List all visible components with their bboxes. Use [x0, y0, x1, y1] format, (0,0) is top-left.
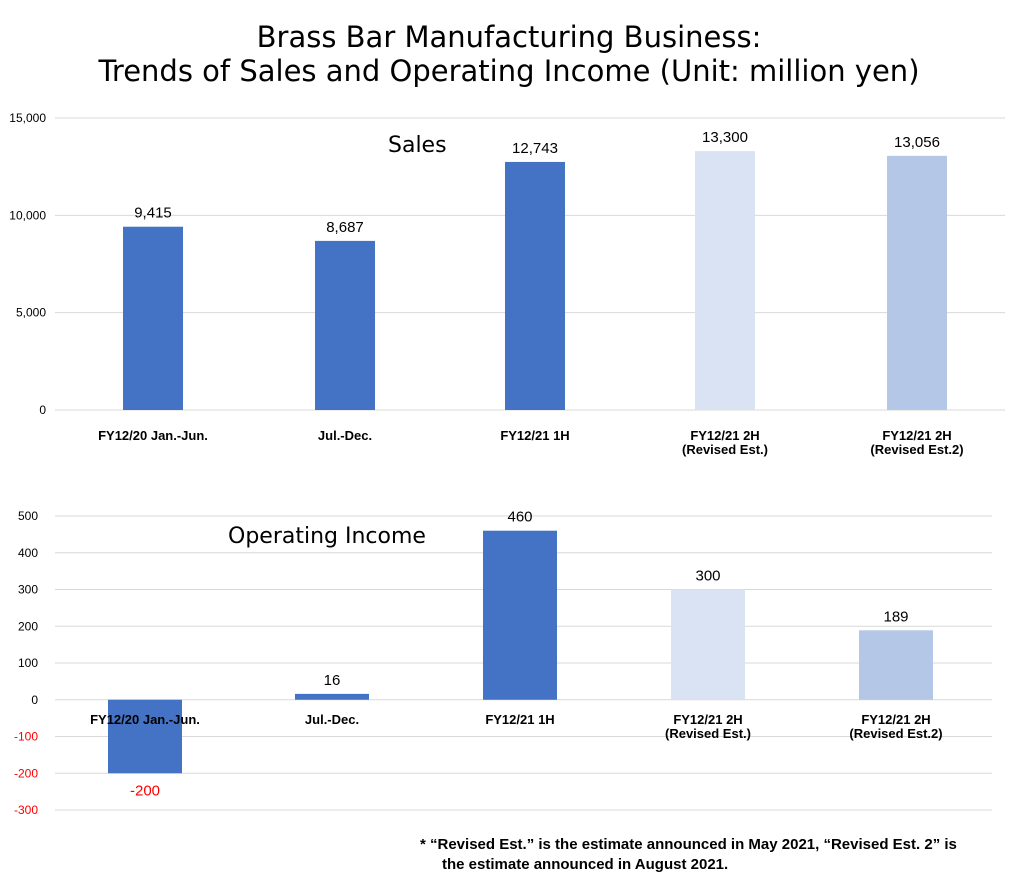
chart2-y-tick-label: -300: [14, 803, 38, 817]
chart2-y-tick-label: 300: [18, 583, 38, 597]
chart1-category-label: FY12/21 2H: [882, 428, 951, 443]
chart2-y-tick-label: 200: [18, 619, 38, 633]
chart1-y-tick-label: 5,000: [16, 306, 46, 320]
chart1-y-tick-label: 10,000: [9, 208, 46, 222]
chart1-category-label: FY12/21 1H: [500, 428, 569, 443]
chart2-category-label: (Revised Est.): [665, 726, 751, 741]
chart2-data-label: 16: [324, 672, 341, 689]
chart2-data-label: -200: [130, 782, 160, 799]
chart-title-line-2: Trends of Sales and Operating Income (Un…: [98, 54, 920, 88]
chart2-y-tick-label: 500: [18, 509, 38, 523]
chart1-y-tick-label: 15,000: [9, 111, 46, 125]
footnote: * “Revised Est.” is the estimate announc…: [420, 835, 1010, 875]
footnote-line-2: the estimate announced in August 2021.: [442, 856, 729, 873]
chart1-data-label: 12,743: [512, 140, 558, 157]
chart2-category-label: FY12/21 2H: [861, 712, 930, 727]
chart2-data-label: 189: [883, 608, 908, 625]
chart2-y-tick-label: -200: [14, 766, 38, 780]
chart2-y-tick-label: 400: [18, 546, 38, 560]
chart2-category-label: FY12/20 Jan.-Jun.: [90, 712, 200, 727]
chart2-data-label: 300: [695, 568, 720, 585]
chart2-data-label: 460: [507, 509, 532, 526]
chart2-y-tick-label: -100: [14, 730, 38, 744]
chart1-bar: [887, 155, 947, 410]
chart1-data-label: 13,300: [702, 129, 748, 146]
chart1-category-label: (Revised Est.): [682, 442, 768, 457]
chart1-data-label: 13,056: [894, 134, 940, 151]
chart1-data-label: 9,415: [134, 205, 172, 222]
chart1-category-label: Jul.-Dec.: [318, 428, 372, 443]
chart1-bar: [695, 151, 755, 411]
chart2-y-tick-label: 0: [31, 693, 38, 707]
chart2-bar: [859, 630, 933, 700]
chart2-category-label: (Revised Est.2): [849, 726, 942, 741]
chart2-bar: [671, 589, 745, 700]
chart1-bar: [315, 240, 375, 410]
chart1-category-label: (Revised Est.2): [870, 442, 963, 457]
chart2-y-tick-label: 100: [18, 656, 38, 670]
chart1-bar: [123, 226, 183, 410]
footnote-line-1: * “Revised Est.” is the estimate announc…: [420, 836, 957, 853]
chart2-category-label: FY12/21 2H: [673, 712, 742, 727]
chart1-data-label: 8,687: [326, 219, 364, 236]
chart-title-line-1: Brass Bar Manufacturing Business:: [256, 20, 762, 54]
chart1-title: Sales: [388, 133, 447, 158]
chart2-bar: [108, 699, 182, 774]
chart2-title: Operating Income: [228, 524, 426, 549]
chart2-category-label: FY12/21 1H: [485, 712, 554, 727]
chart2-bar: [483, 530, 557, 700]
chart1-y-tick-label: 0: [39, 403, 46, 417]
chart2-bar: [295, 693, 369, 700]
chart2-category-label: Jul.-Dec.: [305, 712, 359, 727]
chart1-category-label: FY12/20 Jan.-Jun.: [98, 428, 208, 443]
chart1-bar: [505, 161, 565, 410]
chart1-category-label: FY12/21 2H: [690, 428, 759, 443]
